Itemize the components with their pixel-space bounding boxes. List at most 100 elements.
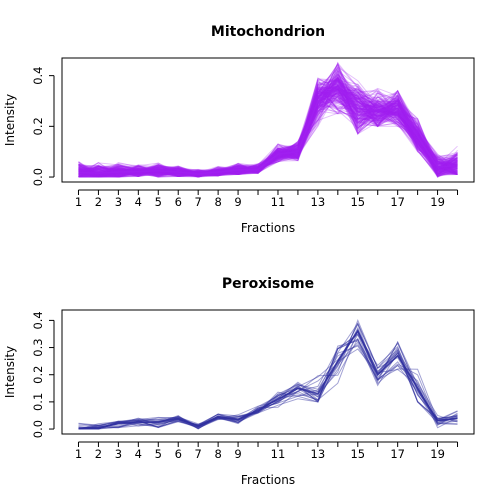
series-line bbox=[78, 88, 458, 177]
series-line bbox=[78, 319, 458, 430]
series-line bbox=[78, 70, 458, 177]
x-tick-label: 3 bbox=[115, 447, 122, 461]
series-line bbox=[78, 78, 458, 178]
x-tick-label: 4 bbox=[135, 195, 142, 209]
series-line bbox=[78, 105, 458, 178]
series-line bbox=[78, 90, 458, 178]
series-line bbox=[78, 82, 458, 178]
central-profile-line bbox=[78, 329, 458, 429]
y-axis: 0.0 0.2 0.4 bbox=[31, 66, 55, 186]
series-line bbox=[78, 61, 458, 176]
series-line bbox=[78, 81, 458, 178]
series-line bbox=[78, 86, 458, 178]
x-tick-label: 9 bbox=[234, 447, 241, 461]
series-line bbox=[78, 78, 458, 178]
series-line bbox=[78, 96, 458, 175]
y-axis-label: Intensity bbox=[3, 94, 17, 146]
series-line bbox=[78, 83, 458, 177]
y-tick-label: 0.0 bbox=[31, 420, 45, 438]
series-line bbox=[78, 91, 458, 175]
y-tick-label: 0.0 bbox=[31, 168, 45, 186]
series-line bbox=[78, 84, 458, 178]
x-tick-label: 6 bbox=[175, 447, 182, 461]
series-line bbox=[78, 67, 458, 178]
plot-frame bbox=[61, 309, 475, 435]
series-line bbox=[78, 88, 458, 178]
x-tick-label: 2 bbox=[95, 195, 102, 209]
x-tick-label: 6 bbox=[175, 195, 182, 209]
series-line bbox=[78, 81, 458, 178]
x-tick-label: 1 bbox=[75, 447, 82, 461]
series-line bbox=[78, 75, 458, 178]
chart-title: Peroxisome bbox=[222, 276, 314, 292]
series-line bbox=[78, 337, 458, 429]
series-line bbox=[78, 68, 458, 178]
series-line bbox=[78, 66, 458, 177]
series-line bbox=[78, 87, 458, 176]
series-line bbox=[78, 73, 458, 178]
series-line bbox=[78, 339, 458, 430]
x-tick-label: 1 bbox=[75, 195, 82, 209]
series-line bbox=[78, 81, 458, 178]
x-tick-label: 13 bbox=[311, 195, 326, 209]
series-line bbox=[78, 87, 458, 177]
series-line bbox=[78, 87, 458, 178]
series-line bbox=[78, 95, 458, 177]
series-line bbox=[78, 87, 458, 175]
series-line bbox=[78, 86, 458, 178]
series-line bbox=[78, 89, 458, 178]
series-line bbox=[78, 326, 458, 430]
series-line bbox=[78, 95, 458, 176]
series-line bbox=[78, 81, 458, 177]
series-line bbox=[78, 72, 458, 178]
x-tick-label: 11 bbox=[271, 447, 286, 461]
x-tick-label: 7 bbox=[195, 195, 202, 209]
series-line bbox=[78, 82, 458, 176]
series-line bbox=[78, 77, 458, 177]
x-tick-label: 8 bbox=[214, 447, 221, 461]
series-line bbox=[78, 77, 458, 178]
series-line bbox=[78, 88, 458, 175]
series-line bbox=[78, 328, 458, 430]
y-tick-label: 0.3 bbox=[31, 338, 45, 356]
series-line bbox=[78, 66, 458, 178]
series-line bbox=[78, 92, 458, 178]
series-line bbox=[78, 80, 458, 177]
series-line bbox=[78, 322, 458, 429]
series-line bbox=[78, 74, 458, 178]
series-line bbox=[78, 77, 458, 177]
series-line bbox=[78, 77, 458, 177]
series-line bbox=[78, 329, 458, 428]
series-line bbox=[78, 89, 458, 178]
series-line bbox=[78, 64, 458, 178]
series-line bbox=[78, 89, 458, 178]
series-line bbox=[78, 97, 458, 176]
x-tick-label: 17 bbox=[390, 195, 405, 209]
series-line bbox=[78, 70, 458, 178]
chart-title: Mitochondrion bbox=[211, 24, 325, 40]
series-line bbox=[78, 90, 458, 178]
series-line bbox=[78, 86, 458, 177]
series-line bbox=[78, 86, 458, 178]
series-line bbox=[78, 95, 458, 178]
series-line bbox=[78, 77, 458, 178]
series-line bbox=[78, 94, 458, 178]
series-line bbox=[78, 75, 458, 178]
series-lines bbox=[78, 61, 458, 178]
series-line bbox=[78, 84, 458, 178]
series-line bbox=[78, 85, 458, 178]
y-tick-label: 0.2 bbox=[31, 366, 45, 384]
x-axis: 1 2 3 4 5 6 7 8 9 11 13 15 17 19 bbox=[75, 441, 459, 461]
x-tick-label: 4 bbox=[135, 447, 142, 461]
series-line bbox=[78, 333, 458, 429]
series-line bbox=[78, 329, 458, 430]
x-tick-label: 15 bbox=[350, 195, 365, 209]
series-line bbox=[78, 77, 458, 178]
x-tick-label: 7 bbox=[195, 447, 202, 461]
series-line bbox=[78, 88, 458, 177]
series-line bbox=[78, 84, 458, 176]
series-line bbox=[78, 78, 458, 178]
series-line bbox=[78, 78, 458, 178]
